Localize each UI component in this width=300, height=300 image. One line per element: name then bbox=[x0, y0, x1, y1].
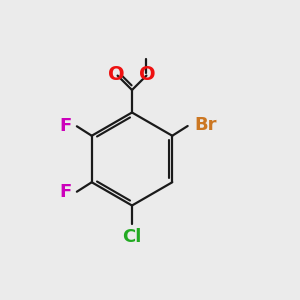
Text: O: O bbox=[108, 65, 124, 84]
Text: F: F bbox=[59, 183, 72, 201]
Text: O: O bbox=[139, 65, 156, 84]
Text: Br: Br bbox=[195, 116, 217, 134]
Text: Cl: Cl bbox=[122, 228, 142, 246]
Text: F: F bbox=[59, 117, 72, 135]
